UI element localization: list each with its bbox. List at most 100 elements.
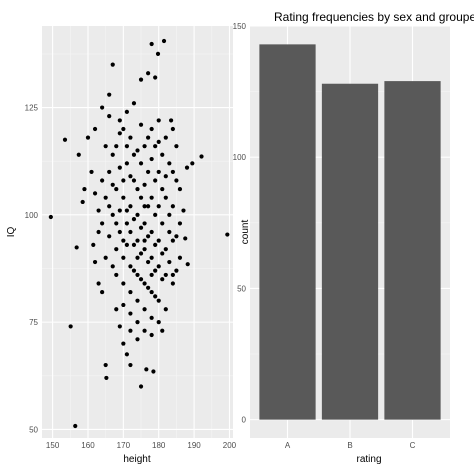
- scatter-panel: 150 160 170 180 190 200 50 75 100 125 he…: [6, 26, 237, 465]
- scatter-point: [146, 259, 151, 265]
- scatter-point: [153, 294, 158, 299]
- scatter-point: [128, 328, 133, 333]
- scatter-point: [170, 204, 175, 209]
- scatter-point: [138, 225, 144, 230]
- scatter-point: [146, 234, 151, 239]
- scatter-point: [73, 423, 78, 429]
- scatter-point: [142, 307, 147, 312]
- scatter-point: [138, 195, 144, 200]
- scatter-point: [135, 320, 140, 325]
- scatter-point: [149, 156, 154, 162]
- bar-tick-labels: A B C 0 50 100 150: [233, 22, 416, 450]
- scatter-point: [131, 217, 137, 222]
- scatter-point: [131, 268, 137, 273]
- bar-y-axis-label: count: [240, 220, 251, 245]
- bar-B: [321, 83, 379, 420]
- scatter-point: [124, 109, 129, 114]
- x-tick-label: A: [285, 441, 291, 450]
- bar-series: [259, 44, 441, 420]
- scatter-point: [146, 71, 151, 76]
- scatter-point: [156, 264, 161, 269]
- scatter-point: [85, 135, 91, 140]
- scatter-point: [107, 234, 112, 239]
- y-tick-label: 150: [233, 22, 247, 31]
- scatter-point: [124, 242, 129, 247]
- scatter-point: [135, 212, 140, 217]
- scatter-point: [121, 126, 126, 132]
- scatter-point: [190, 161, 195, 166]
- y-tick-label: 50: [29, 425, 38, 434]
- scatter-point: [131, 178, 137, 183]
- scatter-point: [121, 238, 126, 243]
- scatter-point: [138, 277, 144, 282]
- scatter-point: [177, 221, 183, 226]
- scatter-point: [103, 362, 108, 368]
- scatter-x-axis-label: height: [123, 454, 150, 465]
- scatter-point: [131, 242, 137, 247]
- scatter-point: [156, 204, 161, 209]
- scatter-point: [128, 135, 133, 140]
- scatter-point: [142, 204, 147, 209]
- scatter-point: [128, 174, 133, 179]
- scatter-point: [170, 272, 175, 278]
- x-tick-label: 180: [152, 441, 166, 450]
- scatter-point: [62, 137, 68, 142]
- scatter-point: [124, 161, 129, 166]
- scatter-point: [114, 186, 119, 192]
- scatter-point: [103, 195, 108, 200]
- scatter-point: [149, 195, 154, 200]
- scatter-point: [100, 178, 105, 183]
- scatter-point: [128, 362, 133, 368]
- scatter-point: [110, 264, 115, 269]
- scatter-point: [177, 255, 183, 260]
- scatter-point: [138, 161, 144, 166]
- scatter-point: [124, 144, 129, 149]
- scatter-point: [114, 247, 119, 252]
- scatter-point: [92, 126, 98, 132]
- scatter-point: [156, 139, 161, 144]
- scatter-point: [163, 135, 168, 140]
- scatter-point: [161, 38, 167, 44]
- scatter-point: [107, 92, 112, 97]
- scatter-point: [103, 255, 108, 260]
- scatter-point: [114, 307, 119, 312]
- x-tick-label: B: [347, 441, 352, 450]
- scatter-point: [135, 255, 140, 260]
- scatter-point: [146, 285, 151, 290]
- scatter-point: [131, 101, 137, 106]
- scatter-point: [135, 272, 140, 278]
- scatter-point: [160, 251, 165, 256]
- scatter-point: [181, 208, 186, 213]
- scatter-point: [144, 367, 149, 372]
- scatter-point: [170, 169, 175, 175]
- scatter-point: [114, 272, 119, 278]
- scatter-point: [124, 352, 129, 357]
- scatter-point: [131, 152, 137, 157]
- y-tick-label: 50: [237, 284, 246, 293]
- scatter-point: [96, 229, 101, 235]
- scatter-point: [160, 186, 165, 192]
- scatter-point: [160, 277, 165, 282]
- scatter-point: [153, 178, 158, 183]
- scatter-point: [170, 238, 175, 243]
- scatter-plot-background: [42, 26, 233, 438]
- scatter-point: [146, 204, 151, 209]
- scatter-point: [149, 255, 154, 260]
- scatter-point: [142, 247, 147, 252]
- scatter-point: [142, 238, 147, 243]
- scatter-point: [107, 169, 112, 175]
- scatter-point: [121, 302, 126, 308]
- scatter-point: [74, 245, 79, 250]
- scatter-point: [92, 259, 98, 265]
- scatter-point: [89, 169, 94, 175]
- scatter-point: [121, 281, 126, 286]
- scatter-point: [153, 242, 158, 247]
- scatter-y-axis-label: IQ: [6, 227, 17, 238]
- scatter-point: [142, 221, 147, 226]
- scatter-point: [124, 221, 129, 226]
- scatter-point: [104, 375, 109, 381]
- x-tick-label: 200: [223, 441, 237, 450]
- scatter-point: [149, 289, 154, 295]
- scatter-point: [163, 195, 168, 200]
